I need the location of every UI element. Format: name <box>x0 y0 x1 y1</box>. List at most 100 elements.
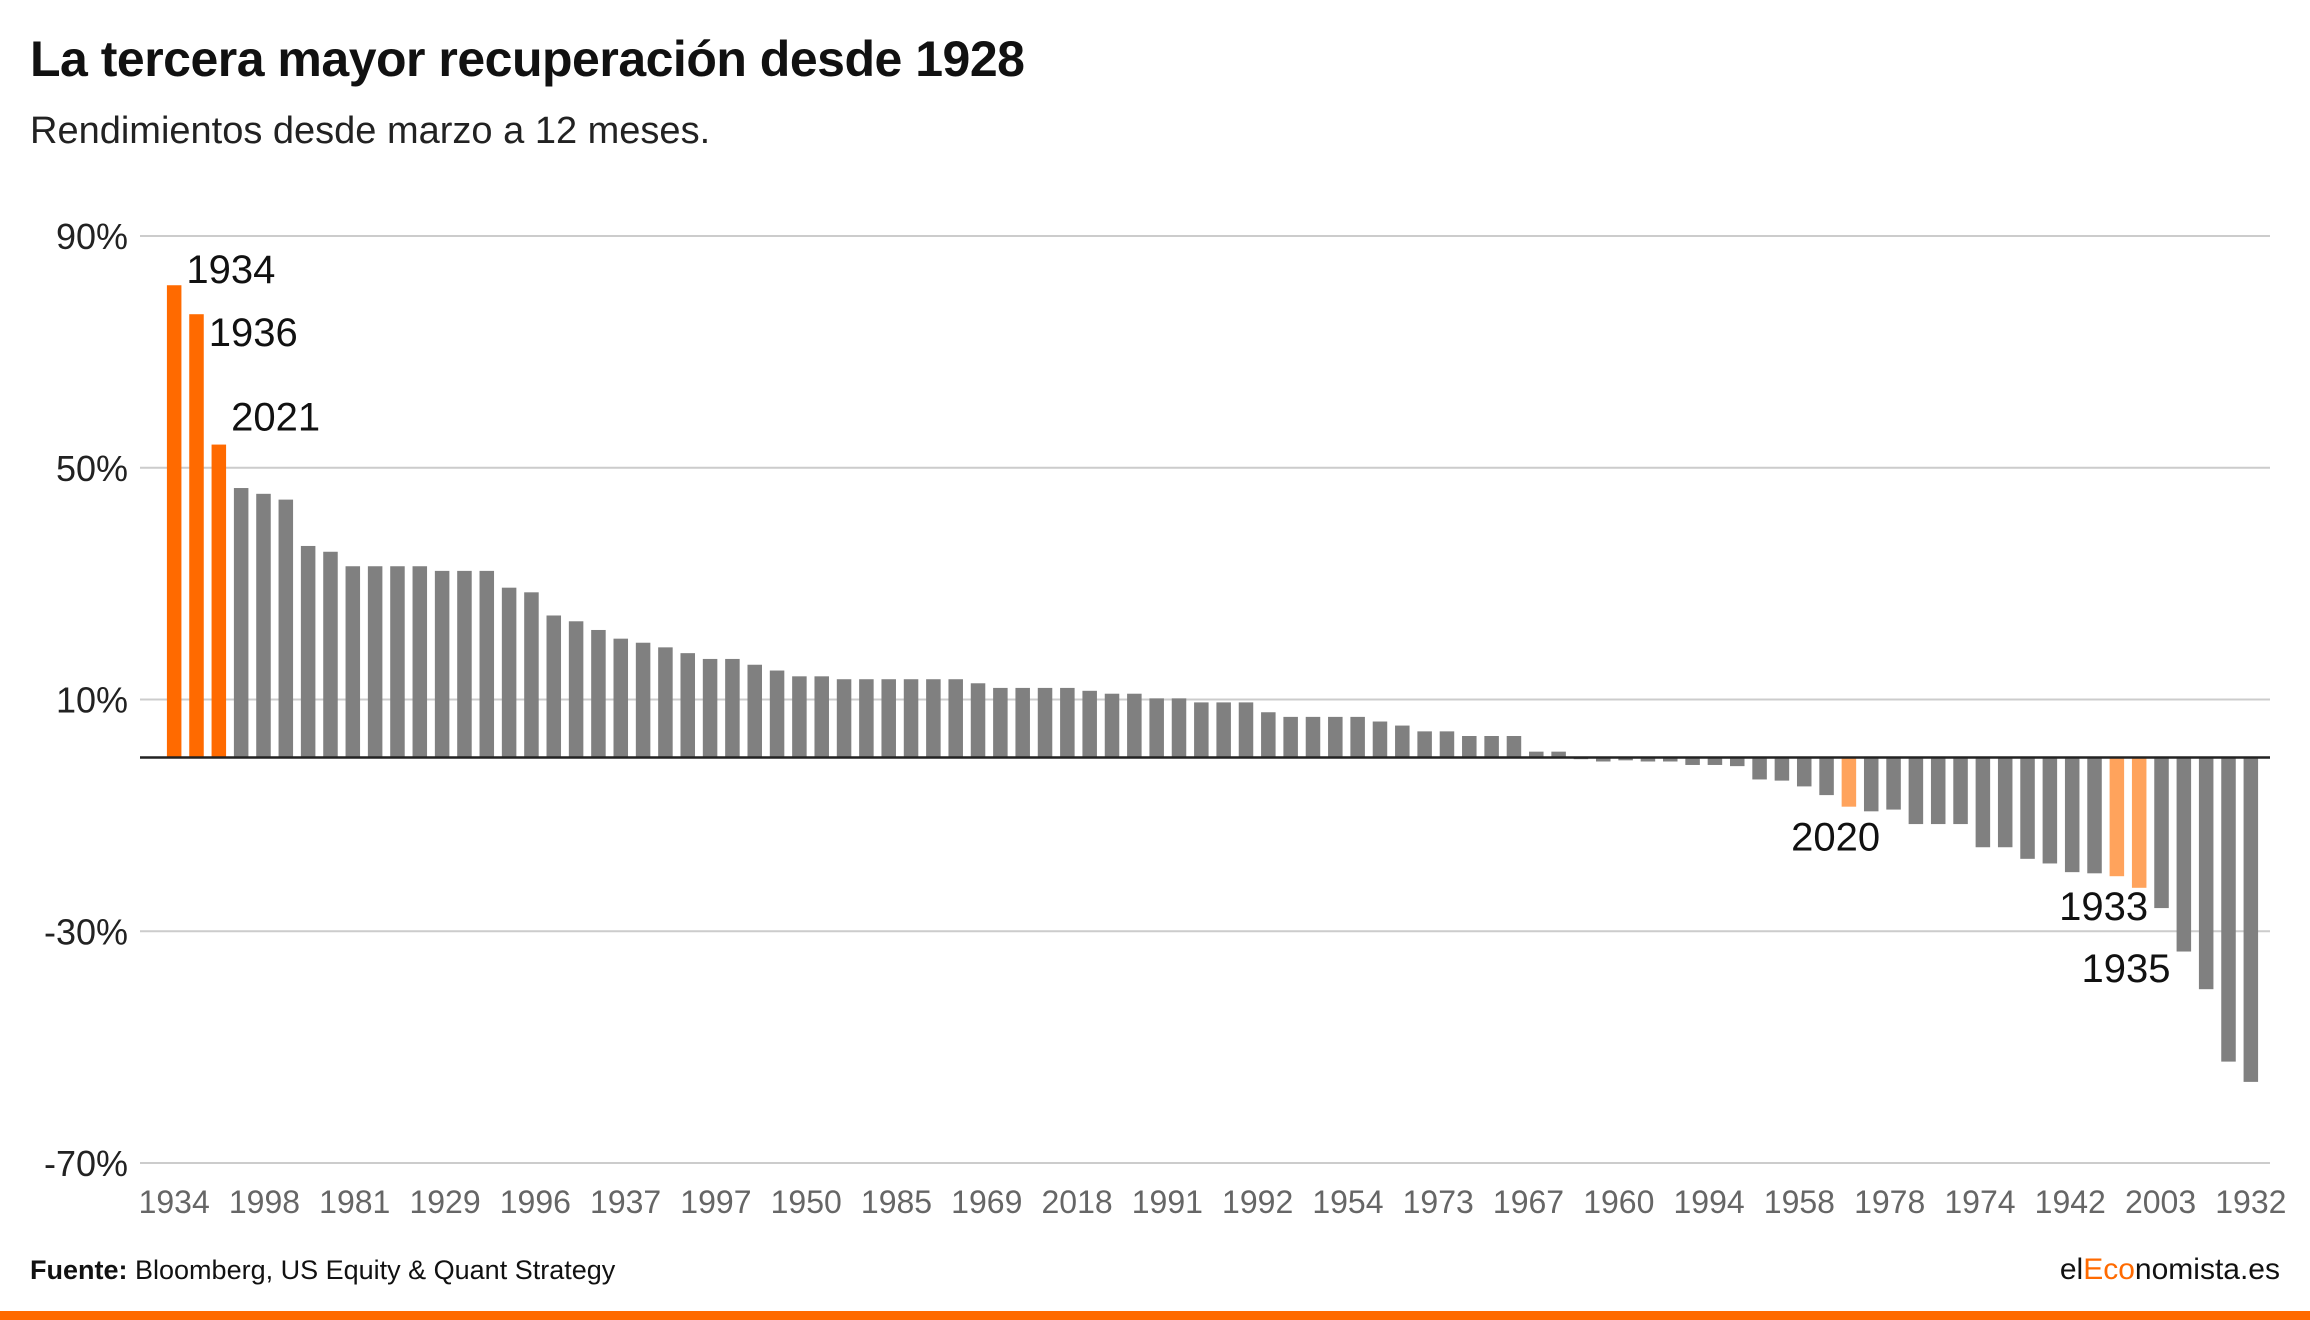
bar <box>1953 757 1968 825</box>
bar <box>1417 731 1432 758</box>
bar <box>993 687 1008 758</box>
bar <box>2176 757 2192 952</box>
bar <box>635 642 651 758</box>
bar <box>434 570 450 758</box>
chart-subtitle: Rendimientos desde marzo a 12 meses. <box>30 110 711 152</box>
logo-part-1: el <box>2059 1253 2084 1286</box>
bar <box>1618 757 1633 761</box>
x-tick-label: 1929 <box>409 1184 480 1220</box>
bar-annotation: 2020 <box>1791 816 1880 860</box>
bar <box>1975 757 1991 848</box>
bar <box>1439 731 1455 758</box>
bar <box>1104 693 1120 758</box>
bar <box>680 653 696 758</box>
x-tick-label: 1950 <box>771 1184 842 1220</box>
bar <box>1328 716 1343 758</box>
bar <box>1127 693 1142 758</box>
bar <box>1216 702 1231 758</box>
bar <box>1663 757 1678 762</box>
bar <box>1841 757 1857 807</box>
bar <box>1930 757 1946 825</box>
x-tick-label: 2018 <box>1041 1184 1112 1220</box>
bar <box>970 683 986 758</box>
x-tick-label: 1960 <box>1583 1184 1654 1220</box>
y-axis-ticks: 90% 50% 10% -30% -70% <box>44 216 128 1184</box>
x-tick-label: 1981 <box>319 1184 390 1220</box>
bar <box>1729 757 1745 767</box>
bar <box>256 493 271 758</box>
x-tick-label: 1992 <box>1222 1184 1293 1220</box>
bar <box>2020 757 2035 859</box>
bar <box>1707 757 1723 765</box>
bar-chart: 90%50%10%-30%-70% 1934 1998 1981 1929 1996 19… <box>44 216 2287 1220</box>
bar <box>367 566 383 758</box>
bar <box>1886 757 1901 810</box>
x-tick-label: 1978 <box>1854 1184 1925 1220</box>
bar <box>1551 751 1566 758</box>
bar <box>1194 702 1209 758</box>
bar <box>524 592 539 758</box>
bar <box>2131 757 2147 888</box>
bar <box>1863 757 1879 812</box>
bar <box>278 499 294 758</box>
brand-bottom-bar <box>0 1311 2310 1320</box>
bar <box>546 615 562 758</box>
bar <box>859 679 874 758</box>
gridlines <box>140 235 2270 1164</box>
bar <box>2243 757 2259 1082</box>
bar <box>836 679 852 758</box>
x-tick-label: 1958 <box>1764 1184 1835 1220</box>
bar <box>1462 736 1477 758</box>
bar <box>1752 757 1767 780</box>
bar <box>2109 757 2125 877</box>
bar <box>345 566 361 758</box>
bar <box>501 587 517 758</box>
y-tick-label: -30% <box>44 911 128 952</box>
bar <box>189 314 204 758</box>
bar <box>1796 757 1812 787</box>
x-tick-label: 1985 <box>861 1184 932 1220</box>
bar <box>2064 757 2080 873</box>
x-axis-ticks: 1934 1998 1981 1929 1996 1937 1997 1950 1985 1969… <box>139 1184 2287 1220</box>
x-tick-label: 1974 <box>1944 1184 2015 1220</box>
logo-part-3: nomista.es <box>2134 1253 2280 1286</box>
bar <box>658 647 673 758</box>
bar <box>1484 736 1499 758</box>
brand-logo: elEconomista.es <box>2060 1253 2280 1287</box>
annotations: 1934 1936 2021 2020 1933 1935 <box>186 248 2170 991</box>
bar-annotation: 1935 <box>2081 947 2170 991</box>
x-tick-label: 1967 <box>1493 1184 1564 1220</box>
bar <box>1596 757 1611 762</box>
logo-part-2: Eco <box>2083 1253 2135 1286</box>
bar <box>1506 736 1522 758</box>
x-tick-label: 1934 <box>139 1184 210 1220</box>
bar <box>1261 712 1276 758</box>
x-tick-label: 1954 <box>1312 1184 1383 1220</box>
bar-annotation: 1934 <box>186 248 275 292</box>
bar <box>1171 698 1187 758</box>
x-tick-label: 2003 <box>2125 1184 2196 1220</box>
bar <box>948 679 963 758</box>
bar <box>1283 716 1298 758</box>
x-tick-label: 1996 <box>500 1184 571 1220</box>
bar <box>1819 757 1834 796</box>
y-tick-label: -70% <box>44 1143 128 1184</box>
bar <box>2042 757 2058 864</box>
source-label: Fuente: <box>30 1255 128 1285</box>
bar <box>211 444 227 758</box>
bar <box>747 664 762 758</box>
x-tick-label: 1997 <box>680 1184 751 1220</box>
y-tick-label: 90% <box>56 216 128 257</box>
bar <box>166 285 182 758</box>
bar <box>881 679 896 758</box>
bar <box>2221 757 2236 1062</box>
bar-annotation: 2021 <box>231 396 320 440</box>
bar <box>1350 716 1365 758</box>
bar <box>926 679 941 758</box>
bar <box>568 621 584 758</box>
bar <box>2198 757 2214 990</box>
bar <box>412 566 428 758</box>
bar <box>479 570 495 758</box>
source-text: Bloomberg, US Equity & Quant Strategy <box>135 1255 616 1285</box>
bar-annotation: 1936 <box>209 311 298 355</box>
